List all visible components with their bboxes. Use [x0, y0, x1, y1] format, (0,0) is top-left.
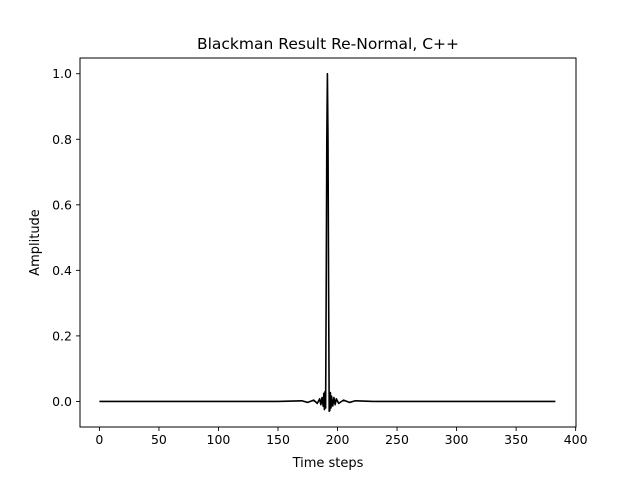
- y-tick-label: 0.8: [52, 132, 72, 147]
- x-tick-label: 300: [445, 432, 469, 447]
- x-tick-label: 0: [95, 432, 103, 447]
- x-tick-label: 200: [326, 432, 350, 447]
- y-axis-label: Amplitude: [28, 209, 43, 276]
- x-tick-label: 100: [207, 432, 231, 447]
- y-tick-label: 0.0: [52, 394, 72, 409]
- chart-title: Blackman Result Re-Normal, C++: [197, 35, 459, 53]
- y-tick-label: 0.4: [52, 263, 72, 278]
- y-tick-label: 0.6: [52, 197, 72, 212]
- x-axis-label: Time steps: [292, 456, 364, 471]
- x-tick-label: 150: [266, 432, 290, 447]
- x-tick-label: 50: [151, 432, 167, 447]
- x-tick-label: 350: [504, 432, 528, 447]
- ticks-layer: 0 50 100 150 200 250 300 350 400 0.0 0.2 0.4 0.6 0.8 1…: [52, 66, 588, 447]
- series-line: [99, 72, 556, 413]
- x-tick-label: 250: [385, 432, 409, 447]
- x-tick-label: 400: [564, 432, 588, 447]
- y-tick-label: 1.0: [52, 66, 72, 81]
- plot-frame: [79, 57, 577, 428]
- y-tick-label: 0.2: [52, 328, 72, 343]
